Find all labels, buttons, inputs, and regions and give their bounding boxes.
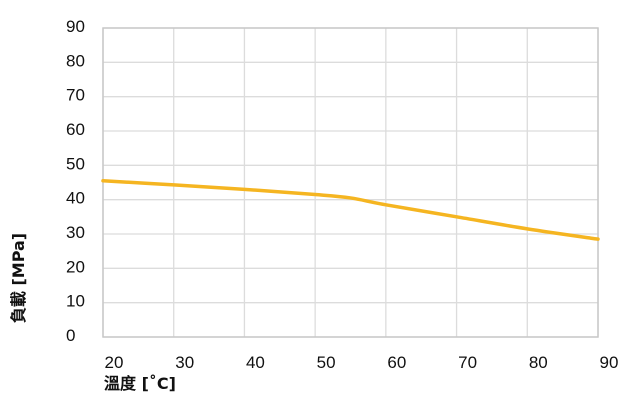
y-tick-label: 20	[66, 257, 85, 276]
x-tick-label: 60	[387, 353, 406, 372]
x-tick-label: 50	[317, 353, 336, 372]
y-tick-label: 30	[66, 223, 85, 242]
y-tick-label: 80	[66, 51, 85, 70]
grid	[102, 27, 599, 338]
x-tick-labels: 20 30 40 50 60 70 80 90	[105, 353, 619, 372]
y-tick-label: 70	[66, 86, 85, 105]
series-line	[101, 179, 600, 241]
x-tick-label: 80	[529, 353, 548, 372]
x-tick-label: 40	[246, 353, 265, 372]
y-axis-title: 負載 [MPa]	[9, 233, 28, 323]
y-tick-label: 40	[66, 189, 85, 208]
y-tick-label: 60	[66, 120, 85, 139]
y-tick-label: 0	[66, 326, 75, 345]
y-tick-label: 10	[66, 292, 85, 311]
y-tick-labels: 0 10 20 30 40 50 60 70 80 90	[66, 17, 85, 345]
x-tick-label: 70	[458, 353, 477, 372]
y-tick-label: 50	[66, 154, 85, 173]
x-tick-label: 20	[105, 353, 124, 372]
x-tick-label: 30	[175, 353, 194, 372]
x-axis-title: 溫度 [˚C]	[104, 374, 176, 393]
plot-frame	[102, 27, 599, 338]
y-tick-label: 90	[66, 17, 85, 36]
x-tick-label: 90	[600, 353, 619, 372]
